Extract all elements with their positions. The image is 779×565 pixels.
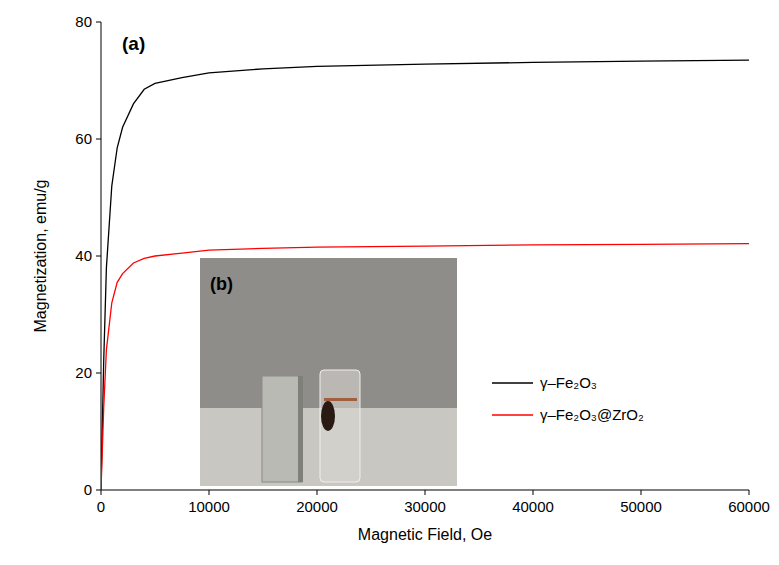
x-tick <box>425 490 426 495</box>
inset-magnet <box>262 376 302 482</box>
x-tick-label: 10000 <box>188 498 230 515</box>
x-tick-label: 40000 <box>512 498 554 515</box>
x-tick <box>317 490 318 495</box>
chart: 0 10000 20000 30000 40000 50000 60000 0 20 40 60 80… <box>0 0 779 565</box>
x-axis-title: Magnetic Field, Oe <box>358 526 492 543</box>
inset-liquid-line <box>324 398 357 401</box>
inset-vial <box>320 370 360 482</box>
y-tick <box>96 256 101 257</box>
inset-background <box>200 258 457 486</box>
y-tick <box>96 373 101 374</box>
x-tick <box>749 490 750 495</box>
inset-particles <box>321 401 335 431</box>
lines <box>101 60 749 490</box>
x-tick-label: 0 <box>97 498 105 515</box>
x-tick <box>209 490 210 495</box>
x-tick <box>641 490 642 495</box>
x-tick <box>533 490 534 495</box>
y-tick-label: 60 <box>75 130 92 147</box>
y-tick <box>96 139 101 140</box>
legend-swatch <box>492 414 533 415</box>
y-tick-label: 40 <box>75 247 92 264</box>
y-tick <box>96 22 101 23</box>
y-tick-label: 20 <box>75 364 92 381</box>
series-line <box>101 244 749 490</box>
legend-swatch <box>492 382 533 383</box>
x-tick-label: 50000 <box>620 498 662 515</box>
inset-photo <box>200 258 457 486</box>
y-tick-label: 0 <box>84 481 92 498</box>
x-tick-label: 60000 <box>728 498 770 515</box>
x-tick-label: 20000 <box>296 498 338 515</box>
y-tick-label: 80 <box>75 13 92 30</box>
series-line <box>101 60 749 490</box>
panel-label: (b) <box>210 274 233 294</box>
x-tick <box>101 490 102 495</box>
legend-label: γ–Fe₂O₃@ZrO₂ <box>540 406 644 423</box>
legend-label: γ–Fe₂O₃ <box>540 374 597 391</box>
inset-magnet-side <box>298 376 303 482</box>
y-axis-title: Magnetization, emu/g <box>32 180 49 333</box>
x-tick-label: 30000 <box>404 498 446 515</box>
panel-label: (a) <box>122 33 145 54</box>
y-tick <box>96 490 101 491</box>
